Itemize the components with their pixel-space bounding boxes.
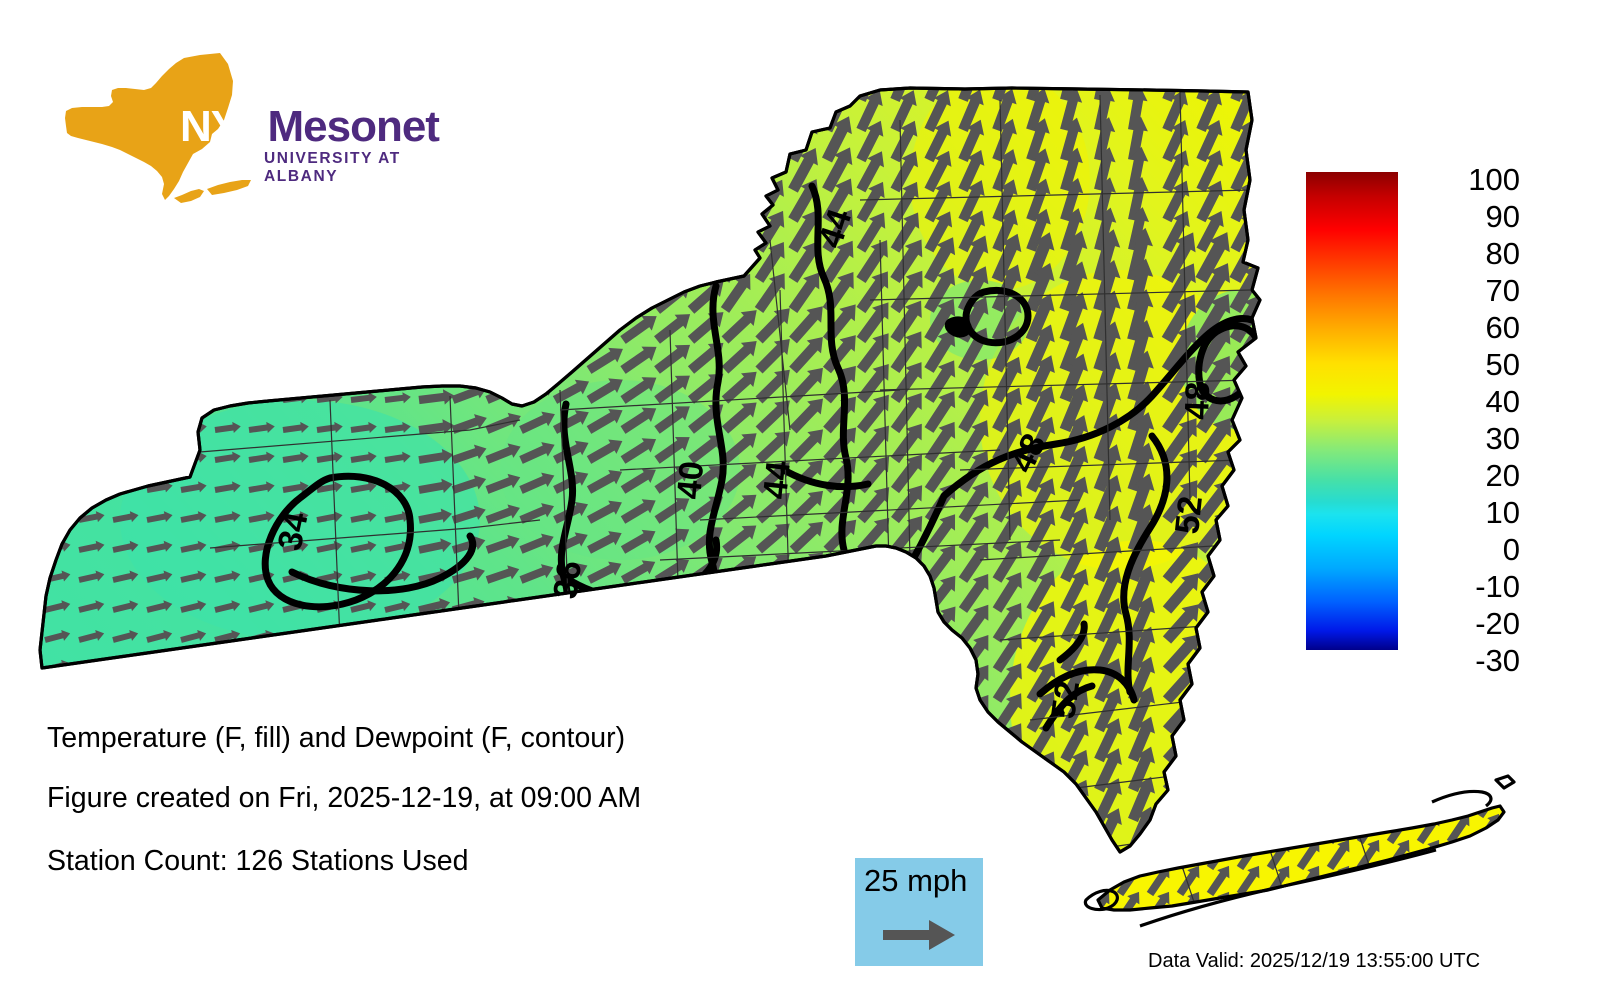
colorbar-tick-neg30: -30 [1475, 643, 1520, 678]
station-count-text: Station Count: 126 Stations Used [47, 845, 469, 877]
state-outline-layer [38, 86, 1516, 928]
contour-label-48-champlain: 48 [1178, 381, 1217, 420]
contour-label-34: 34 [271, 509, 316, 554]
colorbar-tick-20: 20 [1485, 458, 1520, 493]
logo-subtitle: UNIVERSITY AT ALBANY [264, 150, 401, 185]
colorbar-tick-50: 50 [1485, 347, 1520, 382]
figure-created-text: Figure created on Fri, 2025-12-19, at 09… [47, 782, 642, 814]
figure-title: Temperature (F, fill) and Dewpoint (F, c… [47, 722, 626, 754]
temperature-colorbar [1306, 172, 1398, 650]
data-valid-text: Data Valid: 2025/12/19 13:55:00 UTC [1148, 950, 1481, 972]
colorbar-tick-30: 30 [1485, 421, 1520, 456]
logo-wordmark: NYSMesonet [180, 102, 440, 152]
ny-state-logo-icon [65, 53, 251, 203]
contour-label-36: 36 [546, 558, 589, 601]
colorbar-tick-neg10: -10 [1475, 569, 1520, 604]
contour-label-52-hudson: 52 [1168, 494, 1210, 536]
contour-label-44-central: 44 [756, 459, 798, 501]
colorbar-tick-labels: 100 90 80 70 60 50 40 30 20 10 0 -10 -20… [1434, 160, 1554, 676]
colorbar-gradient [1306, 172, 1398, 650]
wind-speed-legend: 25 mph [855, 858, 983, 966]
colorbar-tick-90: 90 [1485, 199, 1520, 234]
wind-legend-label: 25 mph [864, 863, 968, 898]
county-boundaries-layer [199, 91, 1251, 851]
logo-brand-nys: NYS [180, 102, 268, 151]
colorbar-tick-40: 40 [1485, 384, 1520, 419]
colorbar-tick-100: 100 [1468, 162, 1520, 197]
contour-label-40: 40 [670, 460, 711, 501]
colorbar-tick-0: 0 [1502, 532, 1520, 567]
arrow-right-icon [883, 920, 955, 950]
contour-label-52-catskills: 52 [1044, 678, 1087, 721]
colorbar-tick-60: 60 [1485, 310, 1520, 345]
colorbar-tick-70: 70 [1485, 273, 1520, 308]
colorbar-tick-80: 80 [1485, 236, 1520, 271]
colorbar-tick-neg20: -20 [1475, 606, 1520, 641]
logo-brand-mesonet: Mesonet [267, 102, 439, 151]
colorbar-tick-10: 10 [1485, 495, 1520, 530]
nys-mesonet-logo: NYSMesonet UNIVERSITY AT ALBANY [52, 50, 440, 210]
